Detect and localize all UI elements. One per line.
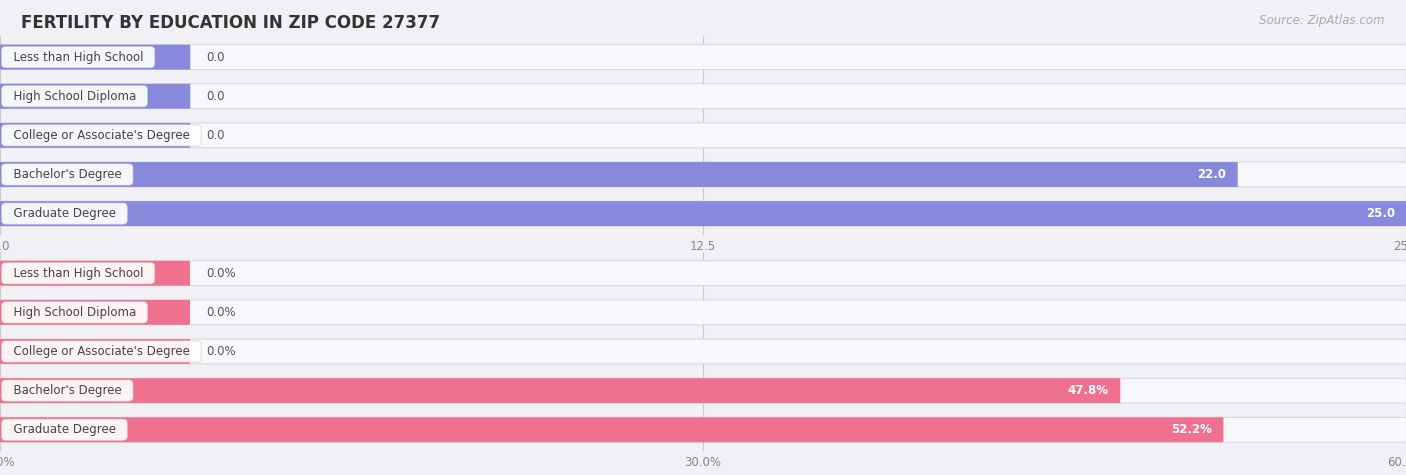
Text: High School Diploma: High School Diploma [6,306,143,319]
FancyBboxPatch shape [0,339,1406,364]
FancyBboxPatch shape [0,84,190,109]
Text: 0.0%: 0.0% [207,345,236,358]
FancyBboxPatch shape [0,123,190,148]
Text: Graduate Degree: Graduate Degree [6,423,124,436]
FancyBboxPatch shape [0,300,190,325]
FancyBboxPatch shape [0,123,1406,148]
Text: FERTILITY BY EDUCATION IN ZIP CODE 27377: FERTILITY BY EDUCATION IN ZIP CODE 27377 [21,14,440,32]
Text: High School Diploma: High School Diploma [6,90,143,103]
Text: 25.0: 25.0 [1365,207,1395,220]
Text: Bachelor's Degree: Bachelor's Degree [6,384,129,397]
Text: Less than High School: Less than High School [6,267,150,280]
FancyBboxPatch shape [0,378,1121,403]
Text: Source: ZipAtlas.com: Source: ZipAtlas.com [1260,14,1385,27]
FancyBboxPatch shape [0,162,1237,187]
Text: 22.0: 22.0 [1197,168,1226,181]
FancyBboxPatch shape [0,162,1406,187]
FancyBboxPatch shape [0,84,1406,109]
FancyBboxPatch shape [0,201,1406,226]
FancyBboxPatch shape [0,418,1406,442]
FancyBboxPatch shape [0,201,1406,226]
Text: Less than High School: Less than High School [6,51,150,64]
Text: 0.0: 0.0 [207,129,225,142]
Text: 52.2%: 52.2% [1171,423,1212,436]
FancyBboxPatch shape [0,300,1406,325]
FancyBboxPatch shape [0,261,1406,285]
FancyBboxPatch shape [0,378,1406,403]
Text: Graduate Degree: Graduate Degree [6,207,124,220]
Text: College or Associate's Degree: College or Associate's Degree [6,129,197,142]
Text: 47.8%: 47.8% [1069,384,1109,397]
Text: 0.0: 0.0 [207,51,225,64]
Text: 0.0%: 0.0% [207,267,236,280]
Text: 0.0: 0.0 [207,90,225,103]
Text: Bachelor's Degree: Bachelor's Degree [6,168,129,181]
FancyBboxPatch shape [0,45,1406,69]
FancyBboxPatch shape [0,261,190,285]
FancyBboxPatch shape [0,339,190,364]
Text: College or Associate's Degree: College or Associate's Degree [6,345,197,358]
Text: 0.0%: 0.0% [207,306,236,319]
FancyBboxPatch shape [0,418,1223,442]
FancyBboxPatch shape [0,45,190,69]
